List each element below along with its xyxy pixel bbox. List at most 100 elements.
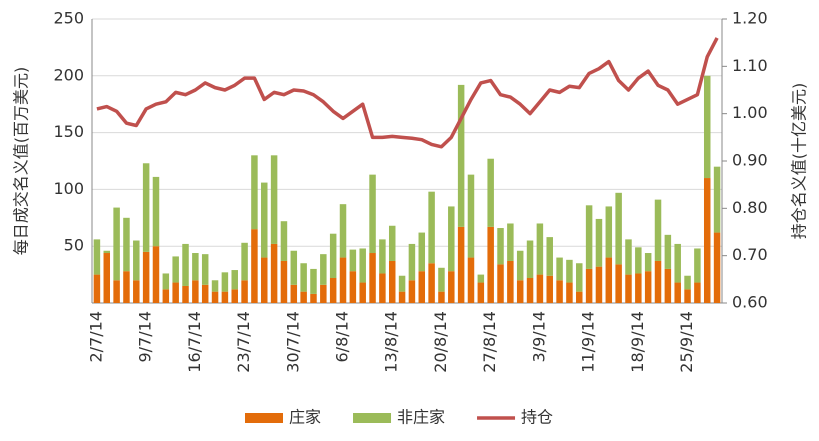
bar xyxy=(497,228,504,265)
bar xyxy=(507,223,514,261)
bar xyxy=(320,284,327,303)
bar xyxy=(713,166,721,233)
bar xyxy=(615,264,622,303)
bar xyxy=(516,250,524,281)
bar xyxy=(536,223,544,275)
bar xyxy=(595,218,603,267)
bar xyxy=(133,240,140,281)
bar xyxy=(133,280,140,303)
bar xyxy=(369,174,376,254)
bar xyxy=(241,242,248,281)
bar xyxy=(270,155,278,244)
bar xyxy=(339,257,347,303)
bar xyxy=(507,260,514,303)
y-tick-label: 100 xyxy=(53,179,84,198)
bar xyxy=(457,84,465,227)
bar xyxy=(566,282,573,303)
bar xyxy=(654,260,662,303)
bar xyxy=(388,225,396,261)
y-axis-title: 每日成交名义值(百万美元) xyxy=(12,67,31,256)
bar xyxy=(93,274,101,303)
bar xyxy=(487,226,494,303)
x-tick-label: 6/8/14 xyxy=(333,311,352,363)
bar xyxy=(182,243,189,286)
bar xyxy=(182,285,189,303)
bar xyxy=(152,246,160,303)
bar xyxy=(674,282,681,303)
bar xyxy=(576,263,583,292)
bar xyxy=(142,251,150,303)
bar xyxy=(556,280,563,303)
bar xyxy=(477,274,485,283)
bar xyxy=(625,239,632,275)
y-tick-label: 250 xyxy=(53,9,84,28)
bar xyxy=(201,284,209,303)
bar xyxy=(448,271,455,303)
legend-label: 非庄家 xyxy=(397,408,445,427)
bar xyxy=(201,254,209,285)
y2-tick-label: 1.10 xyxy=(732,56,768,75)
bar xyxy=(349,249,357,272)
bar xyxy=(576,291,583,303)
y-tick-label: 50 xyxy=(64,236,84,255)
x-tick-label: 27/8/14 xyxy=(480,311,499,373)
bar xyxy=(674,243,681,283)
y2-tick-label: 0.90 xyxy=(732,151,768,170)
bar xyxy=(526,240,534,279)
bar xyxy=(467,174,475,258)
bar xyxy=(398,291,406,303)
bar xyxy=(310,293,317,303)
legend-label: 持仓 xyxy=(521,408,553,427)
bar xyxy=(290,250,298,285)
bar xyxy=(221,291,229,303)
bar xyxy=(694,248,701,283)
bar xyxy=(664,234,672,269)
x-tick-label: 3/9/14 xyxy=(529,311,548,363)
bar xyxy=(123,217,130,272)
bar xyxy=(684,275,691,290)
bar xyxy=(595,266,603,303)
bar xyxy=(379,239,386,274)
bar xyxy=(231,289,238,303)
bar xyxy=(349,271,357,303)
bar xyxy=(162,289,170,303)
bar xyxy=(300,263,307,292)
bar xyxy=(231,270,238,290)
bar xyxy=(526,278,534,303)
bar xyxy=(339,204,347,258)
bar xyxy=(162,273,170,290)
x-tick-label: 20/8/14 xyxy=(431,311,450,373)
bar xyxy=(605,206,613,258)
bar xyxy=(605,257,613,303)
bar xyxy=(625,274,632,303)
bar xyxy=(448,206,455,272)
x-tick-label: 25/9/14 xyxy=(677,311,696,373)
bar xyxy=(172,256,179,283)
bar xyxy=(467,257,475,303)
bar xyxy=(703,75,711,179)
bar xyxy=(438,267,445,292)
bar xyxy=(684,289,691,303)
x-tick-label: 30/7/14 xyxy=(283,311,302,373)
bar xyxy=(359,248,366,283)
bar xyxy=(123,271,130,303)
bar xyxy=(703,178,711,303)
x-tick-label: 23/7/14 xyxy=(234,311,253,373)
bar xyxy=(388,260,396,303)
y2-tick-label: 0.60 xyxy=(732,293,768,312)
bar xyxy=(556,257,563,281)
bar xyxy=(103,253,111,303)
bar xyxy=(408,243,416,281)
bar xyxy=(270,243,278,303)
bar xyxy=(142,163,150,252)
bar xyxy=(103,250,111,254)
bar xyxy=(635,247,642,274)
legend-swatch xyxy=(353,413,392,423)
bar xyxy=(546,275,553,303)
bar xyxy=(369,253,376,303)
bar xyxy=(418,271,426,303)
bar xyxy=(546,237,553,276)
bar xyxy=(251,155,258,230)
bar xyxy=(359,282,366,303)
bar xyxy=(635,273,642,303)
